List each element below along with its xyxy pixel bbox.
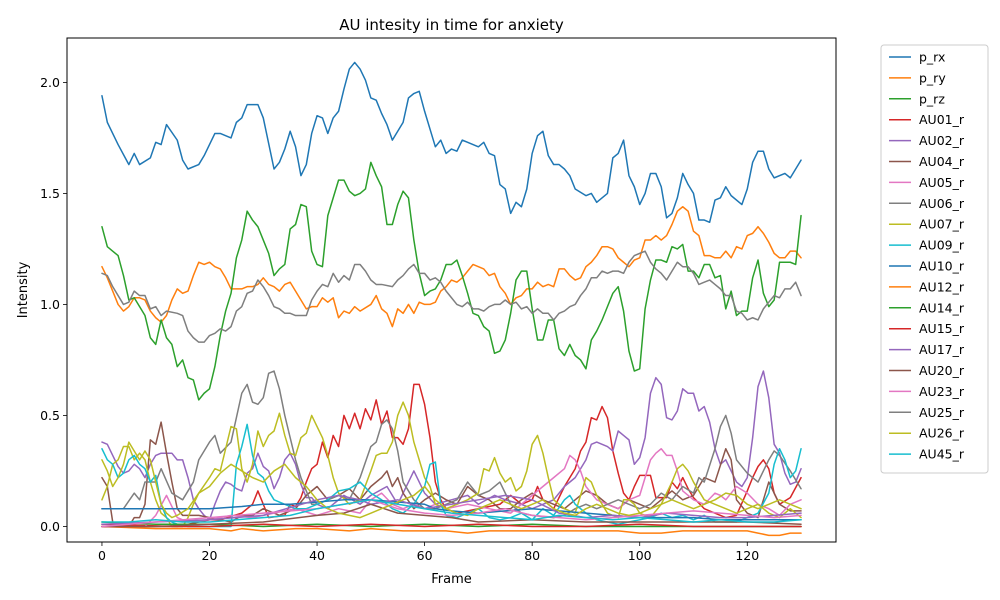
- x-tick-label: 120: [735, 548, 759, 563]
- y-tick-label: 0.5: [40, 408, 60, 423]
- series-line-au17-r: [101, 494, 802, 525]
- y-tick-label: 2.0: [40, 75, 60, 90]
- y-axis: 0.0 0.5 1.0 1.5 2.0: [40, 75, 67, 534]
- series-line-au15-r: [101, 523, 802, 528]
- series-line-au26-r: [101, 441, 802, 519]
- y-tick-label: 1.0: [40, 297, 60, 312]
- series-line-p-ry: [101, 205, 802, 328]
- x-tick-label: 40: [309, 548, 325, 563]
- legend-label: AU23_r: [919, 384, 965, 399]
- legend-label: p_ry: [919, 70, 946, 85]
- legend-label: p_rz: [919, 91, 945, 106]
- legend-label: AU10_r: [919, 259, 965, 274]
- series-line-au07-r: [101, 401, 802, 528]
- series-line-au01-r: [101, 383, 802, 528]
- y-axis-title: Intensity: [16, 261, 31, 318]
- legend-box: [880, 44, 989, 474]
- legend-label: AU01_r: [919, 112, 965, 127]
- series-line-au25-r: [101, 250, 802, 343]
- legend-label: AU20_r: [919, 363, 965, 378]
- x-tick-label: 100: [628, 548, 652, 563]
- legend-label: AU17_r: [919, 342, 965, 357]
- chart-title: AU intesity in time for anxiety: [339, 16, 564, 34]
- plot-frame: [66, 37, 837, 543]
- plot-area: [101, 61, 802, 537]
- series-line-au23-r: [101, 499, 802, 528]
- x-axis: 0 20 40 60 80 100 120: [98, 542, 759, 563]
- legend-label: AU25_r: [919, 405, 965, 420]
- series-line-au10-r: [101, 499, 802, 521]
- legend-label: AU14_r: [919, 300, 965, 315]
- legend-label: AU07_r: [919, 217, 965, 232]
- series-line-p-rx: [101, 61, 802, 224]
- legend-label: AU04_r: [919, 154, 965, 169]
- series-line-au45-r: [101, 499, 802, 523]
- x-tick-label: 80: [524, 548, 540, 563]
- y-tick-label: 0.0: [40, 519, 60, 534]
- series-line-au06-r: [101, 370, 802, 519]
- x-tick-label: 0: [98, 548, 106, 563]
- legend-label: p_rx: [919, 50, 945, 65]
- x-tick-label: 60: [417, 548, 433, 563]
- legend-label: AU45_r: [919, 447, 965, 462]
- legend-label: AU12_r: [919, 279, 965, 294]
- legend: p_rx p_ry p_rz AU01_r AU02_r AU04_r AU05_r AU06…: [880, 44, 989, 474]
- y-tick-label: 1.5: [40, 186, 60, 201]
- legend-label: AU05_r: [919, 175, 965, 190]
- legend-label: AU02_r: [919, 133, 965, 148]
- series-line-au20-r: [101, 503, 802, 528]
- x-axis-title: Frame: [431, 572, 472, 587]
- legend-label: AU06_r: [919, 196, 965, 211]
- series-line-p-rz: [101, 161, 802, 401]
- x-tick-label: 20: [202, 548, 218, 563]
- series-line-au02-r: [101, 370, 802, 521]
- legend-label: AU09_r: [919, 238, 965, 253]
- legend-label: AU26_r: [919, 426, 965, 441]
- series-line-au12-r: [101, 525, 802, 537]
- legend-label: AU15_r: [919, 321, 965, 336]
